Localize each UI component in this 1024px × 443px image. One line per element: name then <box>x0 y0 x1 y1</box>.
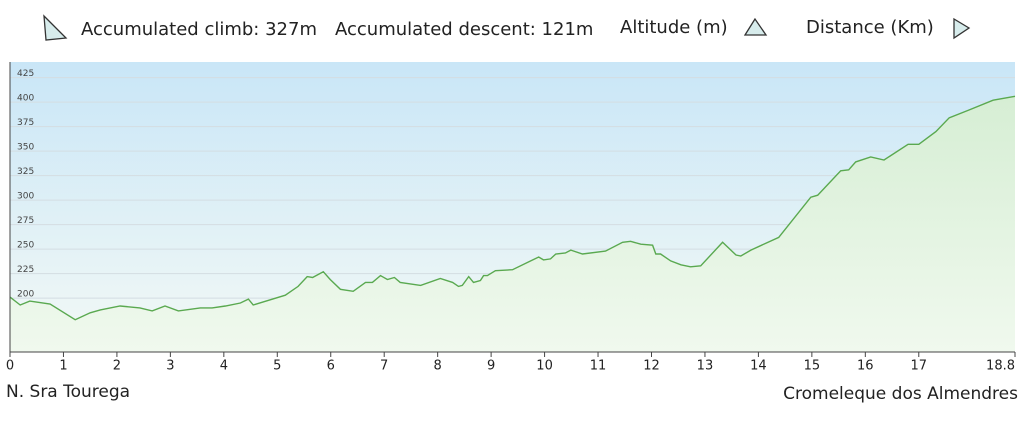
y-tick-label: 250 <box>17 241 34 251</box>
x-tick-label: 10 <box>536 359 553 374</box>
x-label: Distance (Km) <box>806 17 934 38</box>
end-label: Cromeleque dos Almendres <box>783 384 1018 404</box>
distance-icon <box>953 17 971 40</box>
y-tick-label: 400 <box>17 94 34 104</box>
x-tick-label: 15 <box>804 359 821 374</box>
area-fill <box>10 96 1015 352</box>
y-tick-label: 225 <box>17 265 34 275</box>
x-tick-label: 1 <box>59 359 67 374</box>
y-tick-label: 300 <box>17 192 34 202</box>
x-tick-label: 2 <box>113 359 121 374</box>
descent-text: Accumulated descent: 121m <box>335 19 593 40</box>
x-tick-label: 8 <box>434 359 442 374</box>
x-tick-label: 12 <box>643 359 660 374</box>
altitude-line <box>9 95 1016 321</box>
x-tick-label: 6 <box>327 359 335 374</box>
y-tick-label: 275 <box>17 216 34 226</box>
x-tick-label: 13 <box>697 359 714 374</box>
y-tick-label: 325 <box>17 167 34 177</box>
y-tick-label: 375 <box>17 118 34 128</box>
y-label: Altitude (m) <box>620 17 728 38</box>
start-label: N. Sra Tourega <box>6 382 130 402</box>
climb-text: Accumulated climb: 327m <box>81 19 317 40</box>
x-tick-label: 11 <box>590 359 607 374</box>
y-tick-label: 200 <box>17 290 34 300</box>
x-tick-label: 14 <box>750 359 767 374</box>
altitude-icon <box>743 17 768 36</box>
x-tick-label: 17 <box>911 359 928 374</box>
x-tick-label: 4 <box>220 359 228 374</box>
x-tick-label: 5 <box>273 359 281 374</box>
x-tick-label: 3 <box>166 359 174 374</box>
x-tick-label: 0 <box>6 359 14 374</box>
y-tick-label: 350 <box>17 143 34 153</box>
climb-icon <box>43 14 68 41</box>
x-tick-label: 7 <box>380 359 388 374</box>
x-tick-label: 18.8 <box>986 359 1015 374</box>
x-tick-label: 9 <box>487 359 495 374</box>
y-tick-label: 425 <box>17 69 34 79</box>
x-tick-label: 16 <box>857 359 874 374</box>
